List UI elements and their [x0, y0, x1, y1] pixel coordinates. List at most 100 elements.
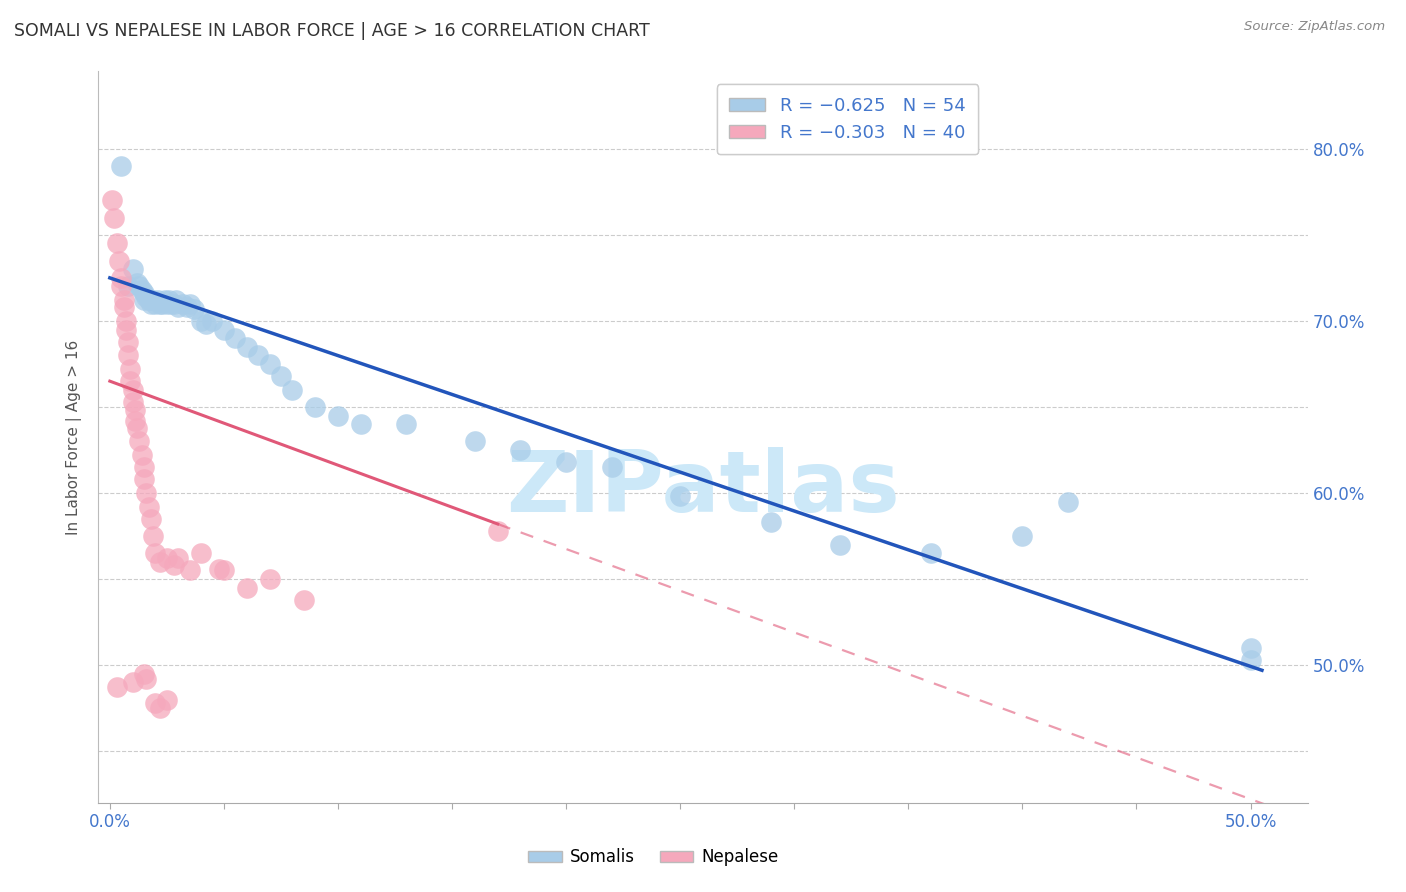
Point [179, 296, 201, 310]
Point [132, 460, 155, 475]
Point [120, 374, 142, 388]
Point [117, 334, 139, 349]
Point [235, 581, 257, 595]
Point [132, 293, 155, 308]
Point [156, 692, 179, 706]
Point [114, 322, 136, 336]
Point [259, 357, 281, 371]
Point [1239, 653, 1261, 667]
Point [208, 562, 231, 576]
Point [167, 300, 190, 314]
Point [212, 564, 235, 578]
Point [145, 696, 167, 710]
Point [190, 314, 212, 328]
Y-axis label: In Labor Force | Age > 16: In Labor Force | Age > 16 [66, 340, 83, 534]
Point [138, 293, 160, 308]
Point [124, 403, 146, 417]
Point [259, 572, 281, 586]
Point [114, 314, 136, 328]
Point [135, 486, 157, 500]
Point [135, 290, 157, 304]
Point [149, 296, 172, 310]
Point [761, 516, 783, 530]
Point [157, 293, 180, 308]
Point [247, 348, 270, 362]
Point [212, 322, 235, 336]
Point [1011, 529, 1033, 543]
Point [131, 448, 153, 462]
Point [120, 362, 142, 376]
Point [326, 409, 349, 423]
Point [194, 318, 217, 332]
Text: Source: ZipAtlas.com: Source: ZipAtlas.com [1244, 20, 1385, 33]
Point [145, 546, 167, 560]
Point [167, 551, 190, 566]
Point [128, 279, 150, 293]
Point [149, 555, 172, 569]
Point [235, 340, 257, 354]
Point [110, 271, 132, 285]
Point [132, 666, 155, 681]
Text: SOMALI VS NEPALESE IN LABOR FORCE | AGE > 16 CORRELATION CHART: SOMALI VS NEPALESE IN LABOR FORCE | AGE … [14, 22, 650, 40]
Point [121, 383, 143, 397]
Point [179, 564, 201, 578]
Point [828, 538, 851, 552]
Point [131, 283, 153, 297]
Point [395, 417, 418, 432]
Point [112, 300, 135, 314]
Point [281, 383, 304, 397]
Point [153, 293, 176, 308]
Point [600, 460, 623, 475]
Legend: Somalis, Nepalese: Somalis, Nepalese [522, 842, 786, 873]
Point [110, 279, 132, 293]
Point [105, 236, 128, 251]
Point [224, 331, 246, 345]
Point [190, 546, 212, 560]
Point [146, 293, 169, 308]
Point [139, 293, 162, 308]
Point [150, 296, 173, 310]
Point [105, 681, 128, 695]
Point [156, 296, 179, 310]
Point [486, 524, 509, 538]
Legend: R = −0.625   N = 54, R = −0.303   N = 40: R = −0.625 N = 54, R = −0.303 N = 40 [717, 84, 979, 154]
Point [555, 455, 578, 469]
Point [121, 394, 143, 409]
Point [138, 500, 160, 514]
Point [156, 551, 179, 566]
Point [142, 529, 165, 543]
Point [920, 546, 942, 560]
Point [1239, 640, 1261, 655]
Point [160, 296, 183, 310]
Point [127, 276, 149, 290]
Point [163, 296, 186, 310]
Point [110, 159, 132, 173]
Point [1057, 494, 1080, 508]
Point [270, 369, 292, 384]
Point [183, 301, 205, 316]
Point [121, 262, 143, 277]
Point [135, 672, 157, 686]
Text: ZIPatlas: ZIPatlas [506, 447, 900, 530]
Point [139, 512, 162, 526]
Point [145, 296, 167, 310]
Point [108, 253, 131, 268]
Point [350, 417, 373, 432]
Point [101, 194, 124, 208]
Point [163, 558, 186, 573]
Point [117, 279, 139, 293]
Point [132, 472, 155, 486]
Point [117, 348, 139, 362]
Point [292, 592, 315, 607]
Point [139, 296, 162, 310]
Point [127, 420, 149, 434]
Point [509, 442, 531, 457]
Point [128, 434, 150, 449]
Point [149, 701, 172, 715]
Point [201, 314, 224, 328]
Point [669, 490, 692, 504]
Point [464, 434, 486, 449]
Point [176, 300, 198, 314]
Point [124, 414, 146, 428]
Point [304, 400, 326, 414]
